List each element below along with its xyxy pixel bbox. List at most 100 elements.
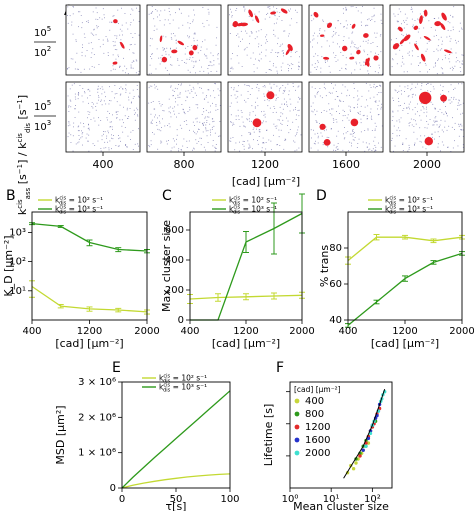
- panelA-noise-dot: [359, 45, 361, 47]
- panelA-noise-dot: [179, 9, 180, 11]
- panelA-noise-dot: [197, 107, 199, 109]
- panelA-noise-dot: [442, 68, 443, 70]
- panelA-noise-dot: [183, 121, 185, 122]
- panelA-noise-dot: [119, 119, 121, 121]
- panelA-noise-dot: [274, 125, 276, 127]
- panelA-noise-dot: [461, 63, 463, 65]
- plot-frame: [289, 381, 393, 489]
- panelA-noise-dot: [462, 63, 464, 65]
- panelA-noise-dot: [399, 85, 401, 87]
- panelA-noise-dot: [280, 87, 282, 89]
- panelA-noise-dot: [366, 146, 368, 148]
- panelA-noise-dot: [202, 122, 203, 124]
- panelA-noise-dot: [199, 137, 201, 139]
- panelA-noise-dot: [116, 101, 118, 103]
- panelA-noise-dot: [84, 91, 85, 93]
- panelA-noise-dot: [130, 13, 132, 15]
- panelA-noise-dot: [195, 104, 197, 106]
- panelA-noise-dot: [82, 47, 83, 48]
- panelA-noise-dot: [168, 111, 170, 113]
- panelA-noise-dot: [292, 83, 294, 84]
- panelA-noise-dot: [215, 148, 217, 149]
- panelA-noise-dot: [374, 150, 376, 152]
- panelA-noise-dot: [426, 127, 428, 129]
- panelA-noise-dot: [461, 83, 463, 85]
- panelA-noise-dot: [208, 112, 210, 114]
- panelA-noise-dot: [138, 34, 140, 36]
- panelA-noise-dot: [350, 6, 352, 8]
- panelA-noise-dot: [322, 144, 324, 146]
- panelA-noise-dot: [203, 26, 205, 28]
- panelA-noise-dot: [354, 44, 356, 45]
- panelA-noise-dot: [370, 20, 371, 21]
- panelA-noise-dot: [454, 122, 456, 124]
- panelA-noise-dot: [169, 106, 171, 108]
- panelA-noise-dot: [262, 86, 264, 88]
- panelA-noise-dot: [393, 13, 395, 15]
- panelA-noise-dot: [166, 70, 168, 71]
- panelA-noise-dot: [343, 12, 344, 14]
- panelA-noise-dot: [205, 124, 207, 126]
- panelA-noise-dot: [355, 47, 357, 49]
- panelA-noise-dot: [87, 141, 89, 142]
- panelA-noise-dot: [249, 132, 251, 134]
- panelA-noise-dot: [414, 20, 416, 21]
- panelA-noise-dot: [230, 8, 231, 10]
- panelA-noise-dot: [116, 93, 118, 94]
- panelA-noise-dot: [422, 146, 424, 148]
- panelA-noise-dot: [311, 110, 313, 112]
- panelA-cluster: [443, 49, 452, 54]
- panelA-noise-dot: [195, 133, 197, 135]
- panelA-noise-dot: [420, 141, 422, 143]
- panelA-noise-dot: [187, 46, 189, 47]
- panelA-noise-dot: [283, 52, 284, 54]
- panelA-noise-dot: [211, 128, 213, 130]
- panelA-noise-dot: [243, 148, 245, 150]
- panelA-noise-dot: [233, 124, 235, 125]
- panelA-noise-dot: [153, 18, 155, 20]
- panelA-noise-dot: [211, 65, 213, 67]
- panelA-noise-dot: [330, 128, 332, 129]
- panelA-noise-dot: [347, 89, 349, 91]
- panelA-noise-dot: [211, 118, 213, 120]
- panelA-noise-dot: [310, 105, 312, 107]
- panelA-noise-dot: [458, 104, 460, 106]
- panelA-noise-dot: [326, 110, 328, 112]
- panelA-noise-dot: [344, 137, 346, 139]
- panelA-noise-dot: [67, 125, 69, 127]
- panelA-noise-dot: [368, 149, 369, 151]
- panelA-noise-dot: [108, 149, 110, 151]
- panelA-noise-dot: [181, 104, 183, 105]
- panelA-noise-dot: [174, 140, 175, 142]
- panelA-noise-dot: [167, 125, 168, 126]
- panelA-noise-dot: [126, 68, 128, 70]
- panelA-noise-dot: [195, 72, 196, 74]
- panelA-noise-dot: [412, 109, 414, 111]
- panelA-noise-dot: [174, 106, 175, 108]
- panelA-noise-dot: [438, 126, 440, 127]
- panelA-noise-dot: [123, 106, 124, 108]
- panelA-noise-dot: [72, 58, 74, 60]
- panelA-noise-dot: [93, 117, 95, 119]
- panelA-noise-dot: [363, 61, 365, 63]
- panelA-noise-dot: [436, 48, 438, 50]
- panelA-noise-dot: [357, 106, 358, 108]
- panelA-noise-dot: [365, 83, 367, 84]
- B-ylabel: K_D [µm⁻²]: [2, 235, 15, 296]
- panelA-noise-dot: [344, 115, 346, 116]
- panelA-noise-dot: [444, 120, 446, 122]
- panelA-noise-dot: [250, 133, 252, 135]
- panelA-noise-dot: [157, 148, 159, 150]
- panelA-noise-dot: [359, 113, 361, 115]
- panelA-noise-dot: [404, 86, 406, 88]
- panelA-cluster: [440, 23, 446, 30]
- plot-frame: [31, 211, 148, 321]
- panelA-noise-dot: [357, 112, 359, 113]
- panelA-noise-dot: [430, 83, 432, 85]
- panelA-noise-dot: [249, 94, 251, 95]
- panelA-noise-dot: [422, 106, 423, 108]
- panelA-noise-dot: [343, 133, 344, 135]
- panelA-noise-dot: [243, 125, 245, 127]
- panelA-noise-dot: [445, 106, 446, 107]
- panelA-cluster: [356, 49, 361, 55]
